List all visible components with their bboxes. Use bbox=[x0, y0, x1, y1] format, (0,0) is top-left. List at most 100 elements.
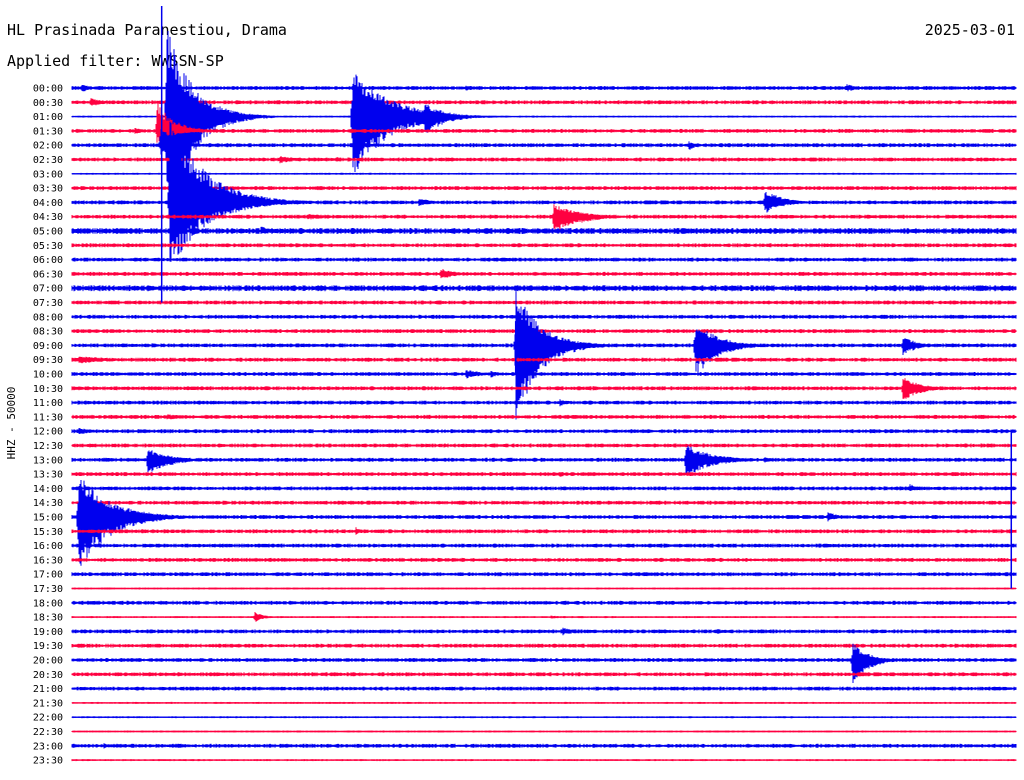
trace-2130 bbox=[71, 701, 1017, 704]
trace-0430 bbox=[71, 204, 1017, 230]
trace-1200 bbox=[71, 428, 1017, 434]
time-tick-label: 19:30 bbox=[33, 641, 63, 652]
trace-2230 bbox=[71, 730, 1017, 733]
trace-1730 bbox=[71, 587, 1017, 590]
trace-1600 bbox=[71, 543, 1017, 548]
trace-1630 bbox=[71, 557, 1017, 562]
time-tick-label: 01:30 bbox=[33, 126, 63, 137]
time-tick-label: 11:30 bbox=[33, 412, 63, 423]
trace-0630 bbox=[71, 269, 1017, 279]
time-tick-label: 12:30 bbox=[33, 441, 63, 452]
time-tick-labels: 00:00 00:30 01:00 01:30 02:00 02:30 03:00 03:30… bbox=[33, 84, 63, 767]
trace-0030 bbox=[71, 98, 1017, 106]
trace-1500 bbox=[71, 480, 1017, 566]
time-tick-label: 01:00 bbox=[33, 112, 63, 123]
trace-2000 bbox=[71, 643, 1017, 683]
trace-1100 bbox=[71, 399, 1017, 407]
trace-1900 bbox=[71, 627, 1017, 636]
trace-2030 bbox=[71, 672, 1017, 677]
trace-2100 bbox=[71, 686, 1017, 691]
time-tick-label: 22:00 bbox=[33, 713, 63, 724]
time-tick-label: 13:30 bbox=[33, 470, 63, 481]
time-tick-label: 16:00 bbox=[33, 541, 63, 552]
trace-0130 bbox=[71, 103, 1017, 143]
trace-1030 bbox=[71, 378, 1017, 399]
time-tick-label: 07:00 bbox=[33, 284, 63, 295]
time-tick-label: 20:30 bbox=[33, 670, 63, 681]
trace-0900 bbox=[71, 291, 1017, 420]
trace-1130 bbox=[71, 414, 1017, 420]
time-tick-label: 14:30 bbox=[33, 498, 63, 509]
time-tick-label: 06:00 bbox=[33, 255, 63, 266]
time-tick-label: 10:30 bbox=[33, 384, 63, 395]
filter-label: Applied filter: WWSSN-SP bbox=[7, 52, 224, 70]
trace-0400 bbox=[71, 121, 1017, 262]
time-tick-label: 08:30 bbox=[33, 327, 63, 338]
trace-1800 bbox=[71, 600, 1017, 605]
date-label: 2025-03-01 bbox=[925, 21, 1015, 39]
trace-1300 bbox=[71, 445, 1017, 476]
time-tick-label: 21:30 bbox=[33, 698, 63, 709]
time-tick-label: 23:30 bbox=[33, 756, 63, 767]
time-tick-label: 16:30 bbox=[33, 555, 63, 566]
time-tick-label: 02:00 bbox=[33, 141, 63, 152]
trace-0200 bbox=[71, 129, 1017, 155]
time-tick-label: 10:00 bbox=[33, 370, 63, 381]
trace-0500 bbox=[71, 226, 1017, 234]
seismic-traces bbox=[71, 6, 1017, 762]
trace-0530 bbox=[71, 243, 1017, 248]
y-axis-label: HHZ - 50000 bbox=[5, 387, 18, 460]
time-tick-label: 15:00 bbox=[33, 513, 63, 524]
time-tick-label: 00:00 bbox=[33, 84, 63, 95]
time-tick-label: 09:00 bbox=[33, 341, 63, 352]
trace-1230 bbox=[71, 443, 1017, 448]
trace-0730 bbox=[71, 300, 1017, 305]
trace-0930 bbox=[71, 356, 1017, 364]
trace-1530 bbox=[71, 527, 1017, 535]
trace-1430 bbox=[71, 500, 1017, 505]
time-tick-label: 13:00 bbox=[33, 455, 63, 466]
time-tick-label: 21:00 bbox=[33, 684, 63, 695]
time-tick-label: 22:30 bbox=[33, 727, 63, 738]
time-tick-label: 17:30 bbox=[33, 584, 63, 595]
time-tick-label: 05:00 bbox=[33, 227, 63, 238]
trace-1330 bbox=[71, 472, 1017, 477]
trace-0600 bbox=[71, 257, 1017, 263]
trace-1930 bbox=[71, 643, 1017, 648]
trace-2300 bbox=[71, 743, 1017, 749]
time-tick-label: 06:30 bbox=[33, 269, 63, 280]
time-tick-label: 05:30 bbox=[33, 241, 63, 252]
trace-1000 bbox=[71, 370, 1017, 379]
time-tick-label: 12:00 bbox=[33, 427, 63, 438]
time-tick-label: 07:30 bbox=[33, 298, 63, 309]
trace-0230 bbox=[71, 156, 1017, 164]
time-tick-label: 18:30 bbox=[33, 613, 63, 624]
time-tick-label: 04:30 bbox=[33, 212, 63, 223]
time-tick-label: 00:30 bbox=[33, 98, 63, 109]
time-tick-label: 02:30 bbox=[33, 155, 63, 166]
time-tick-label: 15:30 bbox=[33, 527, 63, 538]
trace-0830 bbox=[71, 329, 1017, 334]
trace-0000 bbox=[71, 84, 1017, 92]
time-tick-label: 20:00 bbox=[33, 656, 63, 667]
trace-1400 bbox=[71, 484, 1017, 491]
trace-2200 bbox=[71, 716, 1017, 719]
time-tick-label: 08:00 bbox=[33, 312, 63, 323]
time-tick-label: 14:00 bbox=[33, 484, 63, 495]
time-tick-label: 03:30 bbox=[33, 184, 63, 195]
time-tick-label: 09:30 bbox=[33, 355, 63, 366]
trace-2330 bbox=[71, 759, 1017, 762]
trace-1700 bbox=[71, 572, 1017, 577]
time-tick-label: 04:00 bbox=[33, 198, 63, 209]
trace-0700 bbox=[71, 285, 1017, 292]
time-tick-label: 11:00 bbox=[33, 398, 63, 409]
trace-1830 bbox=[71, 612, 1017, 622]
time-tick-label: 03:00 bbox=[33, 169, 63, 180]
time-tick-label: 19:00 bbox=[33, 627, 63, 638]
station-title: HL Prasinada Paranestiou, Drama bbox=[7, 21, 287, 39]
time-tick-label: 23:00 bbox=[33, 741, 63, 752]
trace-0800 bbox=[71, 314, 1017, 319]
time-tick-label: 18:00 bbox=[33, 598, 63, 609]
time-tick-label: 17:00 bbox=[33, 570, 63, 581]
